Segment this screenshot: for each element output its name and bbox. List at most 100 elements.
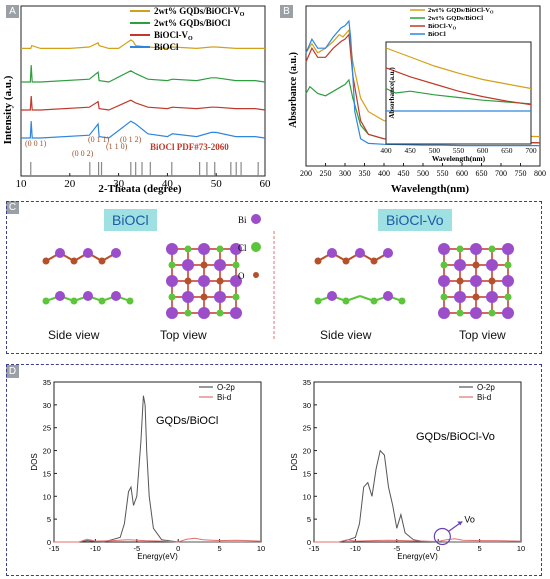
dos-left-ytick-label: 20 bbox=[43, 447, 51, 456]
dos-right-xlabel: Energy(eV) bbox=[397, 552, 438, 561]
uv-legend-label: BiOCl bbox=[428, 31, 446, 38]
dos-right-ytick-label: 15 bbox=[303, 469, 311, 478]
uv-legend-label: BiOCl-VO bbox=[428, 23, 457, 31]
xrd-ylabel: Intensity (a.u.) bbox=[2, 75, 14, 144]
cl-atom bbox=[505, 294, 512, 301]
dos-charts: 05101520253035-15 -10 -5 0 5 10O-2pBi-dGQDs/B… bbox=[6, 364, 542, 576]
structure-legend-label: Cl bbox=[238, 243, 247, 253]
o-atom bbox=[43, 258, 50, 265]
dos-left-ytick-label: 10 bbox=[43, 492, 51, 501]
cl-atom bbox=[399, 298, 406, 305]
uv-xtick-label: 550 bbox=[437, 169, 449, 178]
caption-top-view-1: Top view bbox=[160, 328, 207, 342]
bi-atom bbox=[502, 275, 514, 287]
o-atom bbox=[201, 262, 208, 269]
cl-atom bbox=[233, 262, 240, 269]
cl-atom bbox=[185, 246, 192, 253]
cl-atom bbox=[505, 262, 512, 269]
uv-xtick-label: 500 bbox=[417, 169, 429, 178]
bi-atom bbox=[438, 243, 450, 255]
xrd-peak-label: (0 1 2) bbox=[120, 135, 142, 144]
dos-left-xtick-label: -10 bbox=[90, 544, 101, 553]
xrd-xtick-label: 30 bbox=[113, 178, 125, 190]
bi-atom bbox=[355, 248, 365, 258]
xrd-legend-label: 2wt% GQDs/BiOCl bbox=[154, 18, 231, 28]
bi-atom bbox=[166, 243, 178, 255]
uv-legend-label: 2wt% GQDs/BiOCl bbox=[428, 15, 483, 22]
uv-xtick-label: 250 bbox=[320, 169, 332, 178]
dos-left-legend-label: O-2p bbox=[217, 383, 235, 392]
inset-frame bbox=[386, 42, 531, 144]
dos-right-title: GQDs/BiOCl-Vo bbox=[416, 431, 495, 443]
dos-left-xtick-label: 5 bbox=[218, 544, 222, 553]
dos-right-ytick-label: 20 bbox=[303, 447, 311, 456]
dos-right-xtick-label: -10 bbox=[350, 544, 361, 553]
o-atom bbox=[489, 278, 496, 285]
cl-atom bbox=[99, 298, 106, 305]
caption-top-view-2: Top view bbox=[459, 328, 506, 342]
o-atom bbox=[473, 262, 480, 269]
xrd-peak-label: (0 0 1) bbox=[25, 139, 47, 148]
o-atom bbox=[473, 294, 480, 301]
o-atom bbox=[457, 278, 464, 285]
bi-atom bbox=[470, 243, 482, 255]
dos-left-ytick-label: 15 bbox=[43, 469, 51, 478]
xrd-pdf-label: BiOCl PDF#73-2060 bbox=[150, 142, 229, 152]
structure-legend-atom bbox=[253, 272, 259, 278]
o-atom bbox=[99, 258, 106, 265]
o-atom bbox=[185, 278, 192, 285]
bi-atom bbox=[198, 307, 210, 319]
caption-side-view-2: Side view bbox=[320, 328, 371, 342]
cl-atom bbox=[43, 298, 50, 305]
dos-right-ytick-label: 35 bbox=[303, 378, 311, 387]
cl-atom bbox=[169, 294, 176, 301]
xrd-legend-label: 2wt% GQDs/BiOCl-VO bbox=[154, 6, 245, 18]
uv-xtick-label: 450 bbox=[398, 169, 410, 178]
dos-right-ytick-label: 25 bbox=[303, 424, 311, 433]
cl-atom bbox=[489, 310, 496, 317]
xrd-legend-label: BiOCl-VO bbox=[154, 30, 193, 42]
inset-ylabel: Absorbance(a.u.) bbox=[388, 67, 396, 119]
cl-atom bbox=[169, 262, 176, 269]
bi-atom bbox=[166, 307, 178, 319]
bi-atom bbox=[55, 291, 65, 301]
dos-left-xtick-label: 10 bbox=[257, 544, 265, 553]
dos-right-ytick-label: 30 bbox=[303, 401, 311, 410]
cl-atom bbox=[233, 294, 240, 301]
bi-atom bbox=[166, 275, 178, 287]
dos-left-legend-label: Bi-d bbox=[217, 393, 231, 402]
cl-atom bbox=[371, 298, 378, 305]
bi-atom bbox=[198, 275, 210, 287]
xrd-xtick-label: 40 bbox=[162, 178, 174, 190]
uv-xlabel: Wavelength(nm) bbox=[391, 183, 470, 195]
bi-atom bbox=[214, 259, 226, 271]
bi-atom bbox=[438, 307, 450, 319]
uv-xtick-label: 200 bbox=[300, 169, 312, 178]
o-atom bbox=[201, 294, 208, 301]
dos-right-legend-label: O-2p bbox=[477, 383, 495, 392]
dos-right-ylabel: DOS bbox=[290, 453, 299, 470]
structure-legend-label: Bi bbox=[238, 215, 247, 225]
cl-atom bbox=[457, 310, 464, 317]
dos-left-ytick-label: 30 bbox=[43, 401, 51, 410]
bi-atom bbox=[214, 291, 226, 303]
bi-atom bbox=[438, 275, 450, 287]
inset-xtick-label: 400 bbox=[380, 146, 392, 155]
bi-atom bbox=[454, 259, 466, 271]
bi-atom bbox=[502, 307, 514, 319]
bi-atom bbox=[55, 248, 65, 258]
dos-right-legend-label: Bi-d bbox=[477, 393, 491, 402]
o-atom bbox=[315, 258, 322, 265]
bi-atom bbox=[327, 248, 337, 258]
uv-xtick-label: 600 bbox=[456, 169, 468, 178]
bi-atom bbox=[111, 248, 121, 258]
bi-atom bbox=[83, 248, 93, 258]
o-atom bbox=[217, 278, 224, 285]
xrd-xtick-label: 50 bbox=[211, 178, 223, 190]
uv-vis-chart: Absorbance (a.u.) Wavelength(nm) 200 250 3… bbox=[275, 0, 550, 195]
bi-atom bbox=[182, 291, 194, 303]
dos-left-xlabel: Energy(eV) bbox=[137, 552, 178, 561]
bi-atom bbox=[470, 275, 482, 287]
o-atom bbox=[71, 258, 78, 265]
bi-atom bbox=[182, 259, 194, 271]
